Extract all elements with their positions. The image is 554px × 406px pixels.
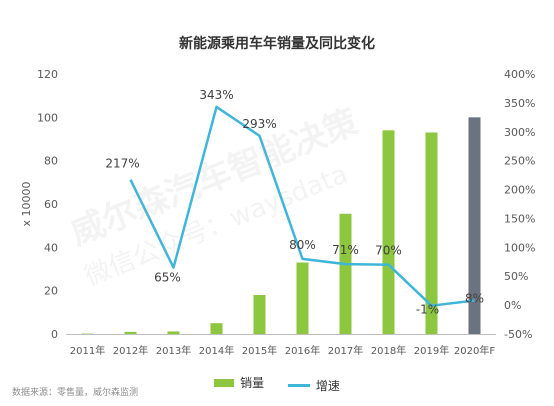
growth-label: -1% (416, 303, 439, 317)
bar-2012年 (124, 331, 137, 334)
bar-2018年 (382, 130, 395, 334)
x-tick-label: 2012年 (113, 344, 148, 357)
x-tick-label: 2015年 (242, 344, 277, 357)
y-tick-label: 20 (44, 285, 58, 298)
x-tick-label: 2018年 (371, 344, 406, 357)
x-tick-label: 2014年 (199, 344, 234, 357)
y2-tick-label: 100% (504, 241, 535, 254)
y2-tick-label: 250% (504, 155, 535, 168)
legend: 销量 增速 (0, 374, 554, 394)
growth-label: 80% (289, 238, 316, 252)
y-tick-label: 40 (44, 241, 58, 254)
y-tick-label: 100 (37, 111, 58, 124)
x-tick-label: 2017年 (328, 344, 363, 357)
chart-title: 新能源乘用车年销量及同比变化 (179, 36, 375, 52)
growth-label: 343% (199, 88, 233, 102)
source-note: 数据来源：零售量，威尔森监测 (12, 388, 139, 398)
bar-2017年 (339, 213, 352, 334)
y2-tick-label: 300% (504, 126, 535, 139)
y2-tick-label: 50% (504, 270, 528, 283)
y-tick-label: 0 (51, 328, 58, 341)
y2-tick-label: 0% (504, 299, 521, 312)
legend-swatch-bar (214, 378, 235, 387)
bar-2014年 (210, 323, 223, 334)
y-tick-label: 80 (44, 155, 58, 168)
bar-2016年 (296, 262, 309, 334)
growth-label: 217% (105, 157, 139, 171)
legend-item-growth: 增速 (287, 377, 340, 394)
growth-line (129, 105, 475, 307)
bar-2019年 (425, 132, 438, 334)
x-tick-label: 2011年 (70, 344, 105, 357)
x-tick-label: 2019年 (414, 344, 449, 357)
growth-label: 293% (242, 117, 276, 131)
growth-label: 71% (332, 243, 359, 257)
growth-label: 8% (465, 291, 484, 305)
legend-swatch-line (287, 383, 310, 387)
y-tick-label: 120 (37, 68, 58, 81)
legend-label-growth: 增速 (315, 378, 340, 393)
bar-2013年 (167, 331, 180, 334)
legend-item-sales: 销量 (214, 374, 264, 391)
y2-tick-label: 350% (504, 97, 535, 110)
x-tick-label: 2013年 (156, 344, 191, 357)
y2-tick-label: -50% (504, 328, 532, 341)
bar-2020年F (468, 117, 481, 334)
growth-label: 65% (154, 271, 181, 285)
y-axis-label: x 10000 (20, 181, 33, 226)
x-tick-label: 2020年F (454, 344, 495, 357)
bar-2015年 (253, 295, 266, 334)
y2-tick-label: 150% (504, 212, 535, 225)
y-tick-label: 60 (44, 198, 58, 211)
y2-tick-label: 400% (504, 68, 535, 81)
y2-tick-label: 200% (504, 184, 535, 197)
x-tick-label: 2016年 (285, 344, 320, 357)
growth-label: 70% (375, 244, 402, 258)
legend-label-sales: 销量 (240, 376, 265, 390)
